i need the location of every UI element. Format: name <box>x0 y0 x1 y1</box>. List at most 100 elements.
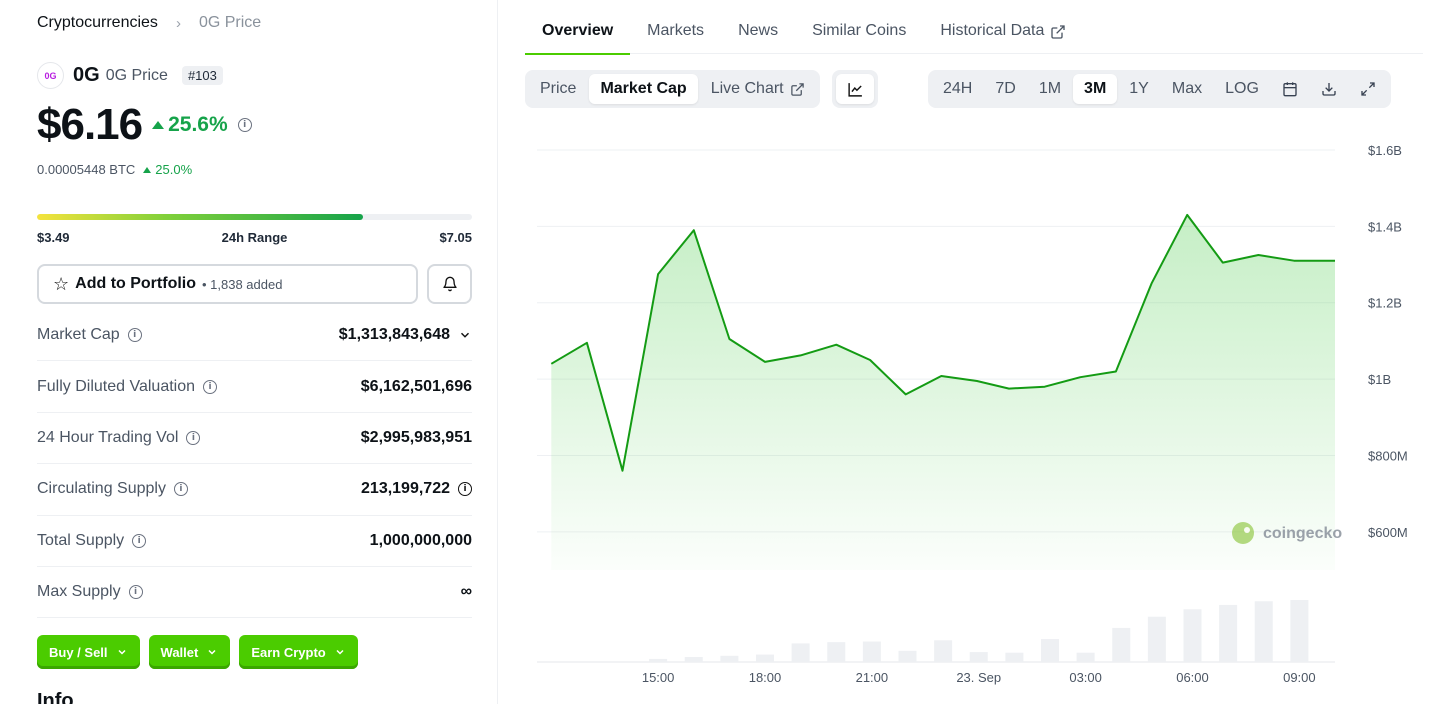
stat-row-market-cap: Market Cap i $1,313,843,648 <box>37 310 472 362</box>
range-3m-button[interactable]: 3M <box>1073 74 1118 104</box>
stat-label: Max Supply <box>37 583 121 601</box>
market-stats: Market Cap i $1,313,843,648 Fully Diluted… <box>37 310 472 619</box>
coin-summary-panel: Cryptocurrencies › 0G Price 0G 0G 0G Pri… <box>0 0 498 704</box>
range-high: $7.05 <box>439 230 472 245</box>
earn-crypto-button[interactable]: Earn Crypto <box>239 635 358 669</box>
stat-row-circulating-supply: Circulating Supply i 213,199,722 i <box>37 464 472 516</box>
x-tick-label: 18:00 <box>749 670 782 685</box>
add-to-portfolio-button[interactable]: ☆ Add to Portfolio • 1,838 added <box>37 264 418 304</box>
btc-change: 25.0% <box>143 162 192 177</box>
volume-bar[interactable] <box>1290 600 1309 662</box>
download-icon <box>1322 83 1336 96</box>
tab-markets[interactable]: Markets <box>647 22 705 39</box>
price-chart-button[interactable]: Price <box>540 80 577 97</box>
date-picker-button[interactable] <box>1271 74 1309 104</box>
volume-bar[interactable] <box>1219 604 1238 662</box>
x-tick-label: 21:00 <box>856 670 889 685</box>
wallet-button[interactable]: Wallet <box>148 635 231 669</box>
x-tick-label: 06:00 <box>1176 670 1209 685</box>
x-tick-label: 15:00 <box>642 670 675 685</box>
stat-value: $1,313,843,648 <box>338 326 450 344</box>
y-tick-label: $600M <box>1368 525 1408 540</box>
tab-overview[interactable]: Overview <box>525 12 631 55</box>
info-icon[interactable]: i <box>237 118 252 132</box>
buy-sell-button[interactable]: Buy / Sell <box>37 635 140 669</box>
buy-sell-label: Buy / Sell <box>49 644 108 660</box>
coin-tabs: Overview Markets News Similar Coins Hist… <box>525 12 1423 55</box>
earn-crypto-label: Earn Crypto <box>251 644 326 660</box>
volume-bar[interactable] <box>756 654 774 662</box>
info-icon[interactable]: i <box>127 328 142 343</box>
chevron-down-icon <box>336 649 344 655</box>
range-1m-button[interactable]: 1M <box>1038 80 1062 97</box>
stat-row-total-supply: Total Supply i 1,000,000,000 <box>37 516 472 567</box>
volume-bar[interactable] <box>1183 609 1202 662</box>
fullscreen-button[interactable] <box>1349 74 1387 104</box>
volume-bar[interactable] <box>1005 652 1024 662</box>
wallet-label: Wallet <box>160 644 199 660</box>
24h-range-fill <box>37 214 364 220</box>
info-heading: Info <box>37 690 74 704</box>
info-icon[interactable]: i <box>186 430 201 445</box>
volume-bar[interactable] <box>862 641 881 662</box>
range-24h-button[interactable]: 24H <box>943 80 973 97</box>
market-cap-chart-button[interactable]: Market Cap <box>589 74 698 104</box>
market-cap-chart-svg[interactable]: $600M $800M $1B $1.2B $1.4B $1.6B 15:00 18:00 21… <box>525 140 1425 704</box>
info-icon[interactable]: i <box>458 482 472 497</box>
price-change-value: 25.6% <box>168 113 228 136</box>
coingecko-logo-icon <box>1232 522 1254 544</box>
volume-bar[interactable] <box>1112 627 1131 662</box>
market-cap-area <box>551 214 1335 570</box>
volume-bar[interactable] <box>720 655 739 662</box>
chart-type-selector: Price Market Cap Live Chart <box>525 70 820 108</box>
price-alert-button[interactable] <box>427 264 472 304</box>
volume-bar[interactable] <box>1254 601 1273 662</box>
chart-style-selector <box>832 70 878 108</box>
chevron-down-icon[interactable] <box>458 328 472 342</box>
info-icon[interactable]: i <box>173 482 188 497</box>
volume-bar[interactable] <box>1147 616 1166 662</box>
rank-badge: #103 <box>181 66 223 85</box>
range-low: $3.49 <box>37 230 70 245</box>
btc-price: 0.00005448 BTC <box>37 162 136 177</box>
breadcrumb-current: 0G Price <box>198 14 262 31</box>
y-tick-label: $1.2B <box>1368 296 1402 311</box>
tab-news[interactable]: News <box>738 22 779 39</box>
coin-symbol: 0G <box>73 64 100 86</box>
info-icon[interactable]: i <box>132 533 147 548</box>
tab-similar-coins[interactable]: Similar Coins <box>812 22 907 39</box>
y-tick-label: $1B <box>1368 372 1391 387</box>
breadcrumb-cryptocurrencies[interactable]: Cryptocurrencies <box>37 14 158 31</box>
info-icon[interactable]: i <box>128 585 143 600</box>
triangle-up-icon <box>143 166 152 173</box>
info-icon[interactable]: i <box>203 379 218 394</box>
triangle-up-icon <box>152 121 165 129</box>
action-buttons: Buy / Sell Wallet Earn Crypto <box>37 635 358 669</box>
live-chart-label: Live Chart <box>710 80 784 97</box>
volume-bar[interactable] <box>827 642 846 662</box>
range-7d-button[interactable]: 7D <box>995 80 1016 97</box>
coin-logo: 0G <box>37 62 64 89</box>
btc-price-row: 0.00005448 BTC 25.0% <box>37 162 192 177</box>
live-chart-button[interactable]: Live Chart <box>700 74 816 104</box>
line-chart-button[interactable] <box>836 74 874 104</box>
volume-bar[interactable] <box>898 650 917 662</box>
market-cap-chart[interactable]: $600M $800M $1B $1.2B $1.4B $1.6B 15:00 18:00 21… <box>525 140 1425 704</box>
volume-bar[interactable] <box>969 652 988 662</box>
range-1y-button[interactable]: 1Y <box>1129 80 1149 97</box>
range-max-button[interactable]: Max <box>1171 80 1203 97</box>
calendar-icon <box>1283 82 1297 97</box>
volume-bar[interactable] <box>1076 652 1095 662</box>
volume-bar[interactable] <box>934 640 953 662</box>
volume-bar[interactable] <box>791 643 810 662</box>
volume-bar[interactable] <box>684 657 703 662</box>
range-label: 24h Range <box>221 230 288 245</box>
volume-bar[interactable] <box>1041 639 1059 662</box>
x-tick-label: 23. Sep <box>956 670 1001 685</box>
log-scale-button[interactable]: LOG <box>1225 80 1259 97</box>
coingecko-watermark: coingecko <box>1232 522 1342 544</box>
volume-bar[interactable] <box>649 658 668 662</box>
tab-historical-data[interactable]: Historical Data <box>923 12 1083 54</box>
download-button[interactable] <box>1310 74 1348 104</box>
line-chart-icon <box>847 82 862 97</box>
